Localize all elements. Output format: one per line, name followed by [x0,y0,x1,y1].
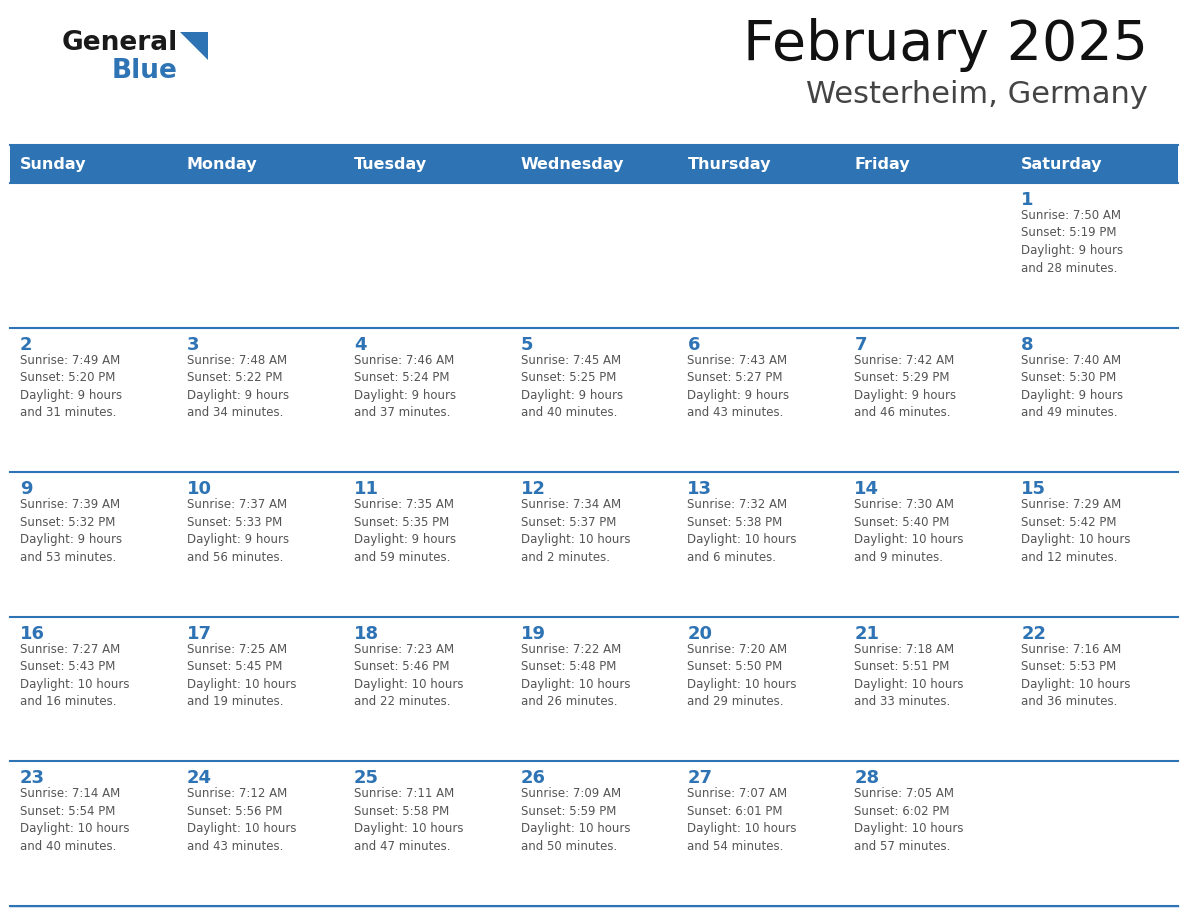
Text: 3: 3 [187,336,200,353]
Text: Sunrise: 7:18 AM
Sunset: 5:51 PM
Daylight: 10 hours
and 33 minutes.: Sunrise: 7:18 AM Sunset: 5:51 PM Dayligh… [854,643,963,709]
Text: Sunrise: 7:27 AM
Sunset: 5:43 PM
Daylight: 10 hours
and 16 minutes.: Sunrise: 7:27 AM Sunset: 5:43 PM Dayligh… [20,643,129,709]
Text: Sunrise: 7:16 AM
Sunset: 5:53 PM
Daylight: 10 hours
and 36 minutes.: Sunrise: 7:16 AM Sunset: 5:53 PM Dayligh… [1022,643,1131,709]
Text: 15: 15 [1022,480,1047,498]
Text: Sunrise: 7:14 AM
Sunset: 5:54 PM
Daylight: 10 hours
and 40 minutes.: Sunrise: 7:14 AM Sunset: 5:54 PM Dayligh… [20,788,129,853]
Text: 20: 20 [688,625,713,643]
Text: Sunrise: 7:37 AM
Sunset: 5:33 PM
Daylight: 9 hours
and 56 minutes.: Sunrise: 7:37 AM Sunset: 5:33 PM Dayligh… [187,498,289,564]
Text: 27: 27 [688,769,713,788]
Text: Sunrise: 7:48 AM
Sunset: 5:22 PM
Daylight: 9 hours
and 34 minutes.: Sunrise: 7:48 AM Sunset: 5:22 PM Dayligh… [187,353,289,420]
Text: 18: 18 [354,625,379,643]
Text: 1: 1 [1022,191,1034,209]
Text: Blue: Blue [112,58,178,84]
Text: 6: 6 [688,336,700,353]
Text: Friday: Friday [854,156,910,172]
Text: 13: 13 [688,480,713,498]
Text: Sunrise: 7:30 AM
Sunset: 5:40 PM
Daylight: 10 hours
and 9 minutes.: Sunrise: 7:30 AM Sunset: 5:40 PM Dayligh… [854,498,963,564]
Text: Sunrise: 7:34 AM
Sunset: 5:37 PM
Daylight: 10 hours
and 2 minutes.: Sunrise: 7:34 AM Sunset: 5:37 PM Dayligh… [520,498,630,564]
Text: 10: 10 [187,480,211,498]
Text: Sunday: Sunday [20,156,87,172]
Text: Tuesday: Tuesday [354,156,426,172]
Text: Sunrise: 7:46 AM
Sunset: 5:24 PM
Daylight: 9 hours
and 37 minutes.: Sunrise: 7:46 AM Sunset: 5:24 PM Dayligh… [354,353,456,420]
Text: Sunrise: 7:29 AM
Sunset: 5:42 PM
Daylight: 10 hours
and 12 minutes.: Sunrise: 7:29 AM Sunset: 5:42 PM Dayligh… [1022,498,1131,564]
Text: 2: 2 [20,336,32,353]
Text: 8: 8 [1022,336,1034,353]
Text: 9: 9 [20,480,32,498]
Text: Sunrise: 7:11 AM
Sunset: 5:58 PM
Daylight: 10 hours
and 47 minutes.: Sunrise: 7:11 AM Sunset: 5:58 PM Dayligh… [354,788,463,853]
Text: Sunrise: 7:50 AM
Sunset: 5:19 PM
Daylight: 9 hours
and 28 minutes.: Sunrise: 7:50 AM Sunset: 5:19 PM Dayligh… [1022,209,1124,274]
Bar [10,761,1178,906]
Text: 7: 7 [854,336,867,353]
Bar [10,145,1178,183]
Text: 22: 22 [1022,625,1047,643]
Text: 28: 28 [854,769,879,788]
Text: 23: 23 [20,769,45,788]
Text: Saturday: Saturday [1022,156,1102,172]
Text: Monday: Monday [187,156,258,172]
Text: 17: 17 [187,625,211,643]
Text: 19: 19 [520,625,545,643]
Text: 11: 11 [354,480,379,498]
Text: 12: 12 [520,480,545,498]
Text: 16: 16 [20,625,45,643]
Text: Sunrise: 7:32 AM
Sunset: 5:38 PM
Daylight: 10 hours
and 6 minutes.: Sunrise: 7:32 AM Sunset: 5:38 PM Dayligh… [688,498,797,564]
Text: Sunrise: 7:22 AM
Sunset: 5:48 PM
Daylight: 10 hours
and 26 minutes.: Sunrise: 7:22 AM Sunset: 5:48 PM Dayligh… [520,643,630,709]
Text: Sunrise: 7:07 AM
Sunset: 6:01 PM
Daylight: 10 hours
and 54 minutes.: Sunrise: 7:07 AM Sunset: 6:01 PM Dayligh… [688,788,797,853]
Text: Sunrise: 7:49 AM
Sunset: 5:20 PM
Daylight: 9 hours
and 31 minutes.: Sunrise: 7:49 AM Sunset: 5:20 PM Dayligh… [20,353,122,420]
Text: Sunrise: 7:20 AM
Sunset: 5:50 PM
Daylight: 10 hours
and 29 minutes.: Sunrise: 7:20 AM Sunset: 5:50 PM Dayligh… [688,643,797,709]
Text: 21: 21 [854,625,879,643]
Text: 25: 25 [354,769,379,788]
Bar [10,617,1178,761]
Text: Thursday: Thursday [688,156,771,172]
Text: 26: 26 [520,769,545,788]
Text: Sunrise: 7:43 AM
Sunset: 5:27 PM
Daylight: 9 hours
and 43 minutes.: Sunrise: 7:43 AM Sunset: 5:27 PM Dayligh… [688,353,790,420]
Text: Sunrise: 7:09 AM
Sunset: 5:59 PM
Daylight: 10 hours
and 50 minutes.: Sunrise: 7:09 AM Sunset: 5:59 PM Dayligh… [520,788,630,853]
Text: Sunrise: 7:45 AM
Sunset: 5:25 PM
Daylight: 9 hours
and 40 minutes.: Sunrise: 7:45 AM Sunset: 5:25 PM Dayligh… [520,353,623,420]
Bar [10,472,1178,617]
Text: Sunrise: 7:23 AM
Sunset: 5:46 PM
Daylight: 10 hours
and 22 minutes.: Sunrise: 7:23 AM Sunset: 5:46 PM Dayligh… [354,643,463,709]
Text: Sunrise: 7:25 AM
Sunset: 5:45 PM
Daylight: 10 hours
and 19 minutes.: Sunrise: 7:25 AM Sunset: 5:45 PM Dayligh… [187,643,296,709]
Text: Wednesday: Wednesday [520,156,624,172]
Text: 4: 4 [354,336,366,353]
Text: Sunrise: 7:39 AM
Sunset: 5:32 PM
Daylight: 9 hours
and 53 minutes.: Sunrise: 7:39 AM Sunset: 5:32 PM Dayligh… [20,498,122,564]
Text: 5: 5 [520,336,533,353]
Text: 24: 24 [187,769,211,788]
Bar [10,328,1178,472]
Text: General: General [62,30,178,56]
Polygon shape [181,32,208,60]
Text: Sunrise: 7:35 AM
Sunset: 5:35 PM
Daylight: 9 hours
and 59 minutes.: Sunrise: 7:35 AM Sunset: 5:35 PM Dayligh… [354,498,456,564]
Text: Sunrise: 7:12 AM
Sunset: 5:56 PM
Daylight: 10 hours
and 43 minutes.: Sunrise: 7:12 AM Sunset: 5:56 PM Dayligh… [187,788,296,853]
Text: February 2025: February 2025 [742,18,1148,72]
Bar [10,183,1178,328]
Text: Westerheim, Germany: Westerheim, Germany [807,80,1148,109]
Text: Sunrise: 7:05 AM
Sunset: 6:02 PM
Daylight: 10 hours
and 57 minutes.: Sunrise: 7:05 AM Sunset: 6:02 PM Dayligh… [854,788,963,853]
Text: 14: 14 [854,480,879,498]
Text: Sunrise: 7:40 AM
Sunset: 5:30 PM
Daylight: 9 hours
and 49 minutes.: Sunrise: 7:40 AM Sunset: 5:30 PM Dayligh… [1022,353,1124,420]
Text: Sunrise: 7:42 AM
Sunset: 5:29 PM
Daylight: 9 hours
and 46 minutes.: Sunrise: 7:42 AM Sunset: 5:29 PM Dayligh… [854,353,956,420]
